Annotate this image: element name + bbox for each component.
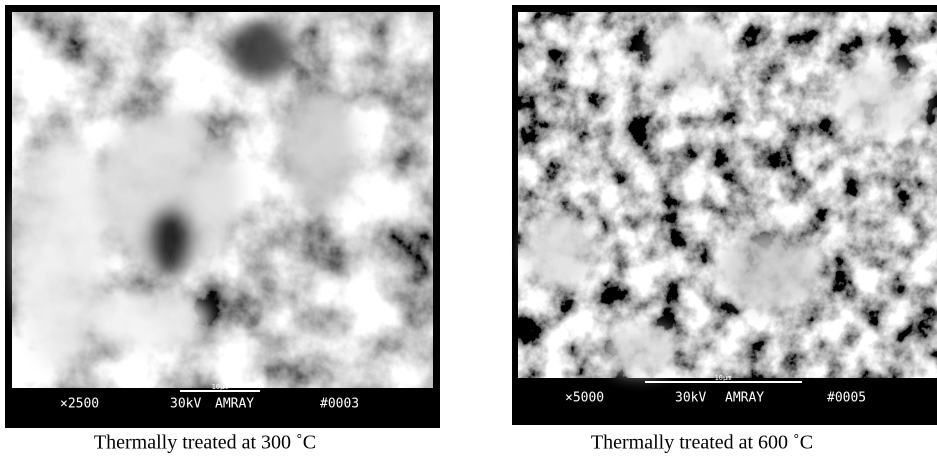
- micrograph-600: 10μm ×5000 30kV AMRAY #0005: [512, 5, 937, 425]
- caption: Thermally treated at 300 ˚C: [94, 432, 316, 454]
- voltage: 30kV: [675, 391, 706, 406]
- highlights: [525, 20, 925, 375]
- caption: Thermally treated at 600 ˚C: [591, 432, 813, 454]
- instrument: AMRAY: [215, 397, 254, 412]
- magnification: ×5000: [565, 391, 604, 406]
- instrument: AMRAY: [725, 391, 764, 406]
- magnification: ×2500: [60, 397, 99, 412]
- scale-label: 10μm: [715, 374, 732, 382]
- micrograph-300: 10μm ×2500 30kV AMRAY #0003: [5, 5, 440, 428]
- voltage: 30kV: [170, 397, 201, 412]
- scale-label: 10μm: [212, 383, 229, 391]
- image-id: #0005: [827, 391, 866, 406]
- highlights: [15, 20, 355, 370]
- image-id: #0003: [320, 397, 359, 412]
